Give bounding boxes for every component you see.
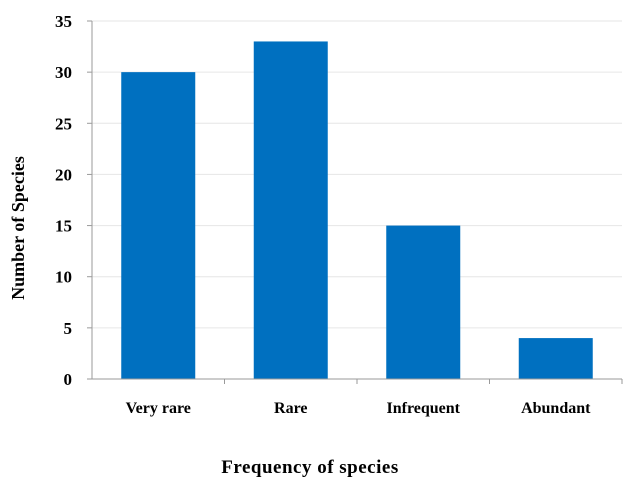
- y-tick-label: 5: [64, 319, 73, 338]
- y-tick-label: 15: [55, 217, 72, 236]
- bar: [518, 338, 593, 379]
- x-tick-label: Very rare: [126, 400, 191, 417]
- y-tick-labels: 0 5 10 15 20 25 30 35: [55, 12, 72, 389]
- bar: [386, 225, 461, 379]
- bar: [121, 72, 196, 380]
- bar: [253, 41, 328, 379]
- y-tick-label: 30: [55, 63, 72, 82]
- axes: [87, 20, 623, 384]
- y-axis-title: Number of Species: [8, 156, 28, 300]
- y-tick-label: 20: [55, 165, 72, 184]
- y-tick-label: 25: [55, 114, 72, 133]
- bars: [121, 41, 593, 380]
- x-tick-label: Infrequent: [387, 400, 461, 417]
- x-axis-title: Frequency of species: [221, 457, 398, 478]
- x-tick-label: Abundant: [521, 400, 591, 417]
- y-tick-label: 0: [64, 370, 73, 389]
- x-tick-labels: Very rare Rare Infrequent Abundant: [126, 400, 592, 417]
- y-tick-label: 10: [55, 268, 72, 287]
- y-tick-label: 35: [55, 12, 72, 31]
- x-tick-label: Rare: [274, 400, 307, 417]
